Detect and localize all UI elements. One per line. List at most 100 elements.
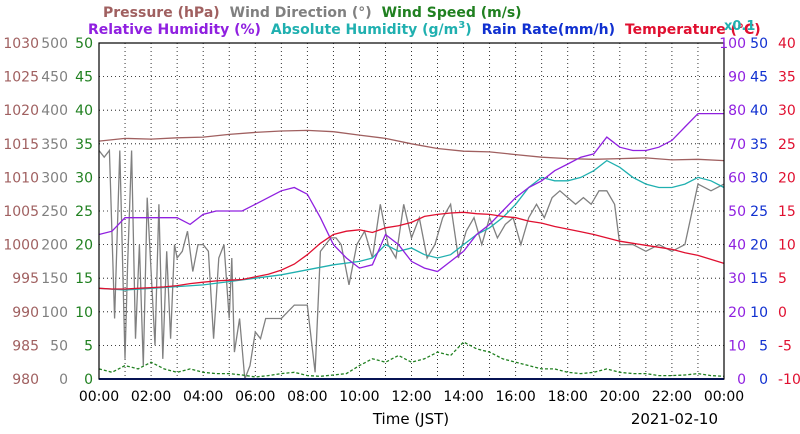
relative-humidity-axis-tick-label: 30 [728,271,746,287]
legend-entry: Relative Humidity (%) [88,22,261,38]
relative-humidity-axis-tick-label: 80 [728,103,746,119]
series-line-temperature-c [98,211,725,290]
grid [99,43,724,379]
temperature-axis-tick-label: 30 [778,103,796,119]
legend-entry-label: Wind Speed (m/s) [382,5,522,21]
legend-entry-close: ) [465,22,471,38]
x-axis-tick-label: 00:00 [704,389,744,405]
rain-rate-axis-tick-label: 40 [750,103,768,119]
x-axis-tick-label: 16:00 [495,389,535,405]
wind-direction-axis-tick-label: 400 [41,103,68,119]
temperature-axis-tick-label: 0 [778,305,787,321]
wind-direction-axis-tick-label: 150 [41,271,68,287]
x-axis-tick-label: 18:00 [548,389,588,405]
wind-direction-axis-tick-label: 200 [41,238,68,254]
legend-entry-label: Absolute Humidity (g/m [271,22,458,38]
rain-rate-axis-tick-label: 30 [750,170,768,186]
wind-direction-axis-tick-label: 250 [41,204,68,220]
legend-entry: Wind Direction (°) [230,5,372,21]
wind-speed-axis-tick-label: 15 [75,271,93,287]
wind-direction-axis-tick-label: 0 [59,372,68,388]
wind-direction-axis-tick-label: 500 [41,36,68,52]
legend-entry-label: Wind Direction (°) [230,5,372,21]
temperature-axis-tick-label: 10 [778,238,796,254]
x-axis-tick-label: 22:00 [652,389,692,405]
x-axis-tick-label: 20:00 [600,389,640,405]
rain-rate-axis-tick-label: 25 [750,204,768,220]
x-axis-tick-label: 10:00 [339,389,379,405]
wind-speed-axis-tick-label: 35 [75,137,93,153]
wind-direction-axis-tick-label: 350 [41,137,68,153]
pressure-axis-tick-label: 1005 [3,204,39,220]
wind-speed-axis-tick-label: 5 [84,338,93,354]
rain-rate-axis-tick-label: 0 [759,372,768,388]
relative-humidity-axis-tick-label: 20 [728,305,746,321]
axes: 1030102510201015101010051000995990985980… [3,36,800,428]
legend-entry-label: Temperature (°C) [625,22,761,38]
pressure-axis-tick-label: 990 [12,305,39,321]
temperature-axis-tick-label: 20 [778,170,796,186]
x-axis-tick-label: 14:00 [443,389,483,405]
wind-direction-axis-tick-label: 100 [41,305,68,321]
wind-speed-axis-tick-label: 40 [75,103,93,119]
relative-humidity-axis-tick-label: 100 [719,36,746,52]
legend-entry-superscript: 3 [458,20,465,31]
legend-entry: Temperature (°C) [625,22,761,38]
pressure-axis-tick-label: 995 [12,271,39,287]
pressure-axis-tick-label: 1010 [3,170,39,186]
wind-direction-axis-tick-label: 450 [41,70,68,86]
pressure-axis-tick-label: 980 [12,372,39,388]
pressure-axis-tick-label: 1015 [3,137,39,153]
rain-rate-axis-tick-label: 45 [750,70,768,86]
pressure-axis-tick-label: 1020 [3,103,39,119]
pressure-axis-tick-label: 1030 [3,36,39,52]
plot-frame [98,42,725,380]
x-axis-tick-label: 08:00 [287,389,327,405]
relative-humidity-axis-tick-label: 70 [728,137,746,153]
temperature-axis-tick-label: 25 [778,137,796,153]
relative-humidity-axis-tick-label: 0 [737,372,746,388]
legend-entry: Rain Rate(mm/h) [482,22,615,38]
wind-direction-axis-tick-label: 50 [50,338,68,354]
date-label: 2021-02-10 [631,410,718,428]
legend-entry-label: Relative Humidity (%) [88,22,261,38]
legend-entry: Wind Speed (m/s) [382,5,522,21]
temperature-axis-tick-label: -5 [778,338,792,354]
relative-humidity-axis-tick-label: 10 [728,338,746,354]
series-line-wind-speed-m-s [98,341,725,378]
wind-speed-axis-tick-label: 20 [75,238,93,254]
rain-rate-axis-tick-label: 50 [750,36,768,52]
temperature-axis-tick-label: -10 [778,372,800,388]
temperature-axis-tick-label: 40 [778,36,796,52]
legend: Pressure (hPa) Wind Direction (°) Wind Spe… [88,5,761,38]
relative-humidity-axis-tick-label: 90 [728,70,746,86]
relative-humidity-axis-tick-label: 50 [728,204,746,220]
rain-rate-axis-tick-label: 5 [759,338,768,354]
plot-border [98,42,725,380]
relative-humidity-axis-tick-label: 40 [728,238,746,254]
abs-humidity-scale-note: x0.1 [724,19,755,34]
rain-rate-axis-tick-label: 20 [750,238,768,254]
temperature-axis-tick-label: 15 [778,204,796,220]
legend-entry-label: Pressure (hPa) [103,5,220,21]
pressure-axis-tick-label: 1025 [3,70,39,86]
rain-rate-axis-tick-label: 15 [750,271,768,287]
temperature-axis-tick-label: 35 [778,70,796,86]
series-line-relative-humidity [98,112,724,273]
legend-entry: Absolute Humidity (g/m3) [271,20,472,38]
wind-speed-axis-tick-label: 25 [75,204,93,220]
wind-speed-axis-tick-label: 45 [75,70,93,86]
legend-entry: Pressure (hPa) [103,5,220,21]
x-axis-tick-label: 06:00 [235,389,275,405]
pressure-axis-tick-label: 1000 [3,238,39,254]
x-axis-tick-label: 12:00 [391,389,431,405]
wind-speed-axis-tick-label: 10 [75,305,93,321]
rain-rate-axis-tick-label: 35 [750,137,768,153]
wind-direction-axis-tick-label: 300 [41,170,68,186]
series-line-pressure-hpa [98,129,725,162]
x-axis-tick-label: 02:00 [131,389,171,405]
temperature-axis-tick-label: 5 [778,271,787,287]
legend-entry-label: Rain Rate(mm/h) [482,22,615,38]
wind-speed-axis-tick-label: 30 [75,170,93,186]
